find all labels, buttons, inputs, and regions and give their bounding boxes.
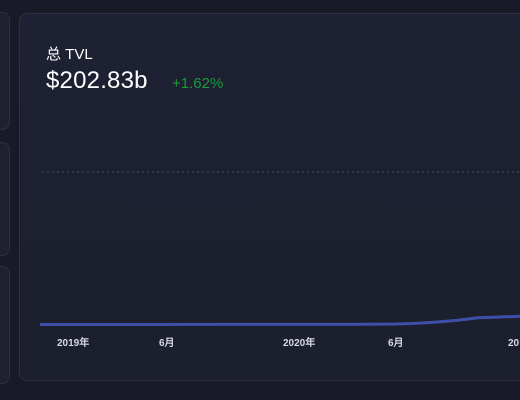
x-tick-label: 20 — [508, 338, 520, 349]
tvl-change: +1.62% — [172, 75, 224, 92]
tvl-value: $202.83b — [46, 67, 148, 94]
x-tick-label: 6月 — [159, 337, 175, 349]
tvl-series-line — [40, 314, 520, 326]
x-tick-label: 6月 — [388, 337, 404, 349]
tvl-chart[interactable]: 2019年 6月 2020年 6月 20 — [20, 14, 520, 381]
tvl-chart-card: 总 TVL $202.83b +1.62% 2019年 6月 2020年 6月 20 — [19, 13, 520, 381]
side-card-bottom[interactable] — [0, 266, 10, 384]
x-tick-label: 2019年 — [57, 336, 89, 349]
x-tick-label: 2020年 — [283, 336, 315, 349]
side-card-top[interactable] — [0, 12, 10, 130]
side-card-middle[interactable] — [0, 142, 10, 256]
tvl-label: 总 TVL — [46, 46, 93, 63]
